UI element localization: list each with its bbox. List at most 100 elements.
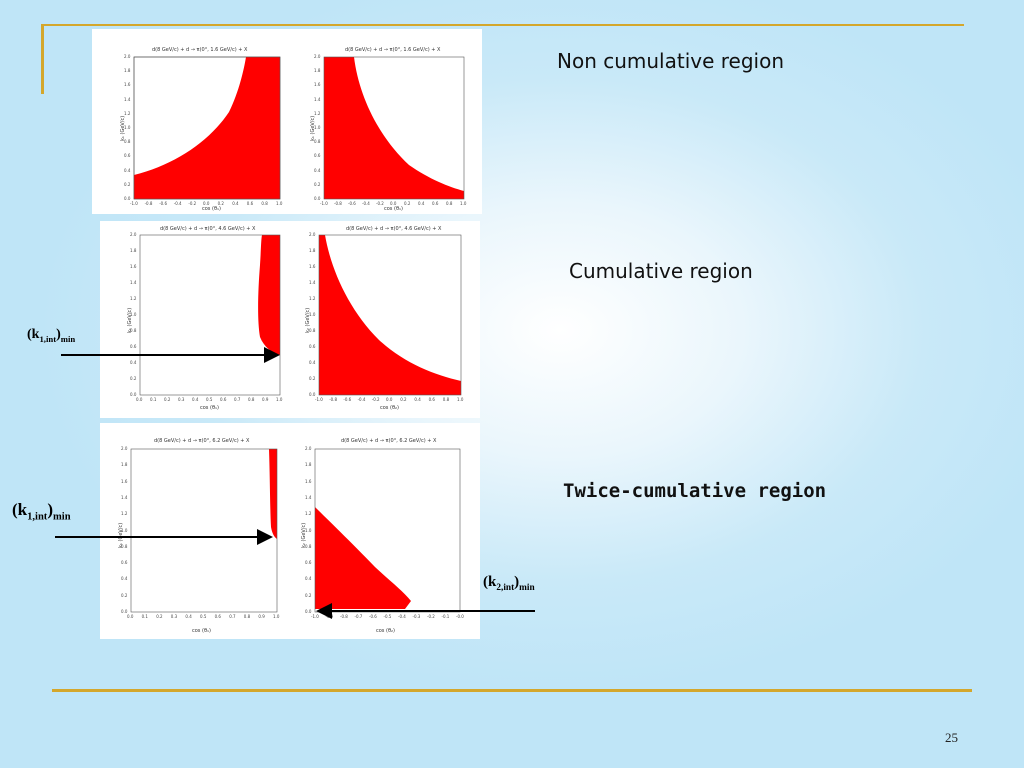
x-tick-label: -1.0	[320, 201, 328, 206]
x-tick-label: 0.7	[234, 397, 241, 402]
x-tick-label: 0.2	[164, 397, 171, 402]
x-tick-label: 0.3	[170, 614, 178, 619]
y-tick-label: 1.4	[314, 96, 321, 102]
x-tick-label: 0.8	[442, 397, 450, 402]
y-tick-label: 0.2	[124, 181, 131, 187]
page-number: 25	[945, 730, 958, 745]
y-tick-label: 1.6	[309, 264, 316, 269]
x-axis-label: cos (θ₂)	[380, 405, 399, 411]
y-tick-label: 0.4	[121, 576, 128, 582]
label-cumulative: Cumulative region	[569, 259, 753, 283]
plot-title: d(8 GeV/c) + d → π(0°, 1.6 GeV/c) + X	[345, 47, 441, 53]
y-tick-label: 0.4	[314, 167, 321, 173]
x-tick-label: -0.6	[369, 614, 377, 619]
y-tick-label: 1.8	[309, 248, 316, 253]
x-tick-label: -0.2	[427, 614, 435, 619]
top-decor-line	[41, 24, 964, 26]
x-tick-label: 0.4	[192, 397, 199, 402]
x-tick-label: 0.1	[141, 614, 148, 619]
plot-title: d(8 GeV/c) + d → π(0°, 1.6 GeV/c) + X	[152, 47, 248, 53]
x-axis-label: cos (θ₁)	[384, 206, 403, 212]
x-tick-label: 0.2	[404, 201, 411, 206]
y-tick-label: 1.8	[305, 462, 312, 468]
x-tick-label: -0.8	[329, 397, 337, 402]
x-tick-label: -0.3	[412, 614, 421, 619]
y-tick-label: 0.8	[130, 328, 137, 333]
x-tick-label: 0.4	[185, 614, 192, 619]
y-tick-label: 0.6	[130, 344, 137, 349]
x-tick-label: -0.2	[376, 201, 384, 206]
y-tick-label: 0.6	[314, 153, 321, 159]
bottom-decor-line	[52, 689, 972, 692]
allowed-region-fill	[258, 235, 280, 355]
x-tick-label: -0.8	[340, 614, 348, 619]
k1-int-min-label-cumulative: (k1,int)min	[27, 327, 75, 344]
y-tick-label: 0.8	[121, 543, 128, 549]
x-tick-label: 0.4	[414, 397, 421, 402]
y-tick-label: 1.2	[309, 296, 316, 301]
x-tick-label: -0.4	[357, 397, 366, 402]
y-tick-label: 2.0	[314, 54, 321, 59]
x-tick-label: -0.5	[383, 614, 392, 619]
y-tick-label: 1.4	[309, 280, 316, 285]
y-tick-label: 0.2	[305, 592, 312, 598]
y-tick-label: 1.2	[314, 110, 321, 116]
y-tick-label: 1.4	[130, 280, 137, 285]
x-tick-label: 0.0	[136, 397, 143, 402]
y-tick-label: 0.4	[124, 167, 131, 173]
k2-int-min-label-twice: (k2,int)min	[483, 574, 535, 593]
label-non-cumulative: Non cumulative region	[557, 49, 785, 73]
x-tick-label: 0.8	[248, 397, 255, 402]
y-tick-label: 1.0	[309, 312, 316, 317]
y-tick-label: 1.6	[314, 82, 321, 88]
y-tick-label: 0.2	[309, 376, 316, 381]
k-min: min	[519, 583, 535, 593]
y-tick-label: 1.8	[124, 68, 131, 74]
y-tick-label: 1.4	[121, 494, 128, 500]
y-tick-label: 0.0	[305, 609, 312, 614]
y-tick-label: 1.6	[124, 82, 131, 88]
y-tick-label: 0.0	[121, 609, 128, 614]
y-tick-label: 0.8	[124, 139, 131, 145]
y-tick-label: 0.8	[314, 139, 321, 145]
allowed-region-fill	[269, 449, 277, 539]
y-tick-label: 0.6	[121, 560, 128, 566]
y-tick-label: 0.4	[305, 576, 312, 582]
y-tick-label: 1.0	[124, 125, 131, 130]
y-tick-label: 1.8	[130, 248, 137, 253]
top-left-decor-vertical	[41, 24, 44, 94]
x-tick-label: 0.6	[214, 614, 221, 619]
x-tick-label: 0.4	[232, 201, 239, 206]
y-tick-label: 1.2	[130, 296, 137, 301]
x-tick-label: 0.1	[150, 397, 157, 402]
x-tick-label: -0.8	[144, 201, 153, 206]
x-tick-label: -0.6	[343, 397, 352, 402]
y-tick-label: 0.2	[314, 181, 321, 187]
k-close: )	[56, 327, 61, 342]
x-tick-label: -0.8	[334, 201, 342, 206]
k-close: )	[514, 574, 520, 590]
plot-title: d(8 GeV/c) + d → π(0°, 6.2 GeV/c) + X	[154, 438, 250, 444]
x-axis-label: cos (θ₁)	[202, 206, 221, 212]
x-tick-label: 1.0	[276, 397, 283, 402]
plot-r1-right	[323, 56, 465, 200]
x-tick-label: -1.0	[311, 614, 319, 619]
allowed-region-fill	[315, 507, 411, 609]
k1-int-min-label-twice: (k1,int)min	[12, 500, 71, 522]
y-tick-label: 0.2	[130, 376, 137, 381]
y-tick-label: 0.0	[309, 392, 316, 397]
y-tick-label: 1.0	[121, 527, 128, 533]
y-tick-label: 0.4	[130, 360, 137, 365]
plot-r2-left	[139, 234, 281, 396]
x-axis-label: cos (θ₂)	[376, 628, 395, 634]
x-axis-label: cos (θ₁)	[200, 405, 219, 411]
x-tick-label: 0.8	[446, 201, 453, 206]
y-tick-label: 0.8	[305, 543, 312, 549]
x-tick-label: 1.0	[276, 201, 283, 206]
x-tick-label: 0.8	[243, 614, 251, 619]
x-tick-label: 0.5	[206, 397, 213, 402]
y-tick-label: 0.2	[121, 592, 128, 598]
x-tick-label: 0.5	[200, 614, 207, 619]
y-tick-label: 1.6	[130, 264, 137, 269]
